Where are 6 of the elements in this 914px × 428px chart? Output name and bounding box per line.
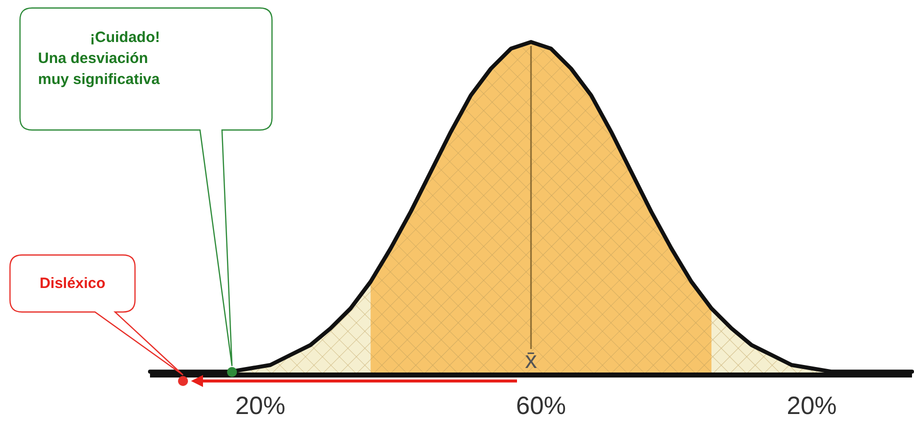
text: 60% — [516, 392, 566, 420]
text: 20% — [235, 392, 286, 420]
annotation: ¡Cuidado! Una desviación muy significativa — [38, 29, 160, 88]
text: Disléxico — [40, 275, 106, 292]
text: 20% — [786, 392, 837, 420]
annotation: x̄ — [525, 347, 537, 374]
